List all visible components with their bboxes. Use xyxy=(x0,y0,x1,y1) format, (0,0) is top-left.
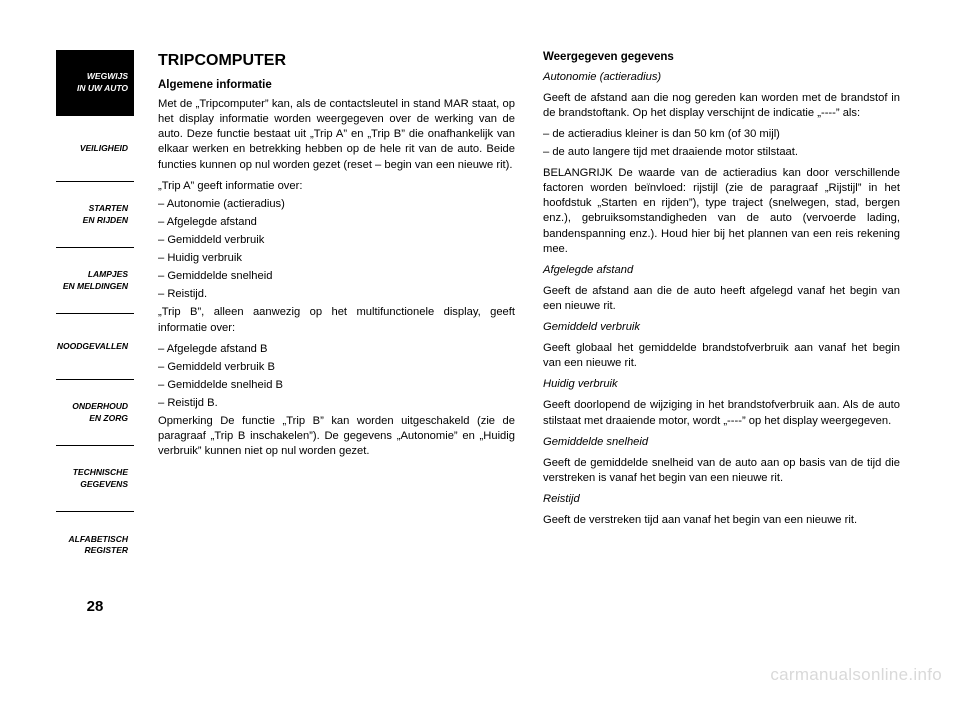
body-paragraph: Geeft de gemiddelde snelheid van de auto… xyxy=(543,456,900,486)
list-item: – Autonomie (actieradius) xyxy=(158,197,515,212)
list-item: – de actieradius kleiner is dan 50 km (o… xyxy=(543,127,900,142)
watermark: carmanualsonline.info xyxy=(770,665,942,685)
list-item: – Huidig verbruik xyxy=(158,251,515,266)
list-item: – Afgelegde afstand B xyxy=(158,342,515,357)
body-paragraph: Geeft de afstand aan die nog gereden kan… xyxy=(543,91,900,121)
right-column: Weergegeven gegevens Autonomie (actierad… xyxy=(543,50,900,534)
sidebar-tabs: WEGWIJS IN UW AUTO VEILIGHEID STARTEN EN… xyxy=(56,50,134,578)
tab-technische[interactable]: TECHNISCHE GEGEVENS xyxy=(56,446,134,512)
tab-label-line2: EN RIJDEN xyxy=(83,215,128,226)
trip-a-lead: „Trip A” geeft informatie over: xyxy=(158,179,515,194)
body-paragraph: Geeft de verstreken tijd aan vanaf het b… xyxy=(543,513,900,528)
tab-alfabetisch[interactable]: ALFABETISCH REGISTER xyxy=(56,512,134,578)
tab-label-line2: EN MELDINGEN xyxy=(63,281,128,292)
tab-onderhoud[interactable]: ONDERHOUD EN ZORG xyxy=(56,380,134,446)
tab-label-line2: IN UW AUTO xyxy=(77,83,128,94)
list-item: – Afgelegde afstand xyxy=(158,215,515,230)
list-item: – Gemiddeld verbruik B xyxy=(158,360,515,375)
subsection-heading: Huidig verbruik xyxy=(543,377,900,392)
subsection-heading: Reistijd xyxy=(543,492,900,507)
list-item: – de auto langere tijd met draaiende mot… xyxy=(543,145,900,160)
page-number: 28 xyxy=(56,598,134,615)
subsection-heading: Gemiddelde snelheid xyxy=(543,435,900,450)
section-subtitle: Weergegeven gegevens xyxy=(543,50,900,66)
list-item: – Reistijd. xyxy=(158,287,515,302)
tab-veiligheid[interactable]: VEILIGHEID xyxy=(56,116,134,182)
list-item: – Reistijd B. xyxy=(158,396,515,411)
tab-noodgevallen[interactable]: NOODGEVALLEN xyxy=(56,314,134,380)
tab-label-line1: VEILIGHEID xyxy=(80,143,128,154)
tab-label-line2: REGISTER xyxy=(85,545,128,556)
tab-label-line1: NOODGEVALLEN xyxy=(57,341,128,352)
body-paragraph: Geeft de afstand aan die de auto heeft a… xyxy=(543,284,900,314)
subsection-heading: Gemiddeld verbruik xyxy=(543,320,900,335)
main-content: TRIPCOMPUTER Algemene informatie Met de … xyxy=(158,50,900,534)
note-paragraph: Opmerking De functie „Trip B” kan worden… xyxy=(158,414,515,459)
body-paragraph: Geeft globaal het gemiddelde brandstofve… xyxy=(543,341,900,371)
list-item: – Gemiddeld verbruik xyxy=(158,233,515,248)
tab-label-line1: ONDERHOUD xyxy=(72,401,128,412)
tab-label-line1: TECHNISCHE xyxy=(73,467,128,478)
tab-wegwijs[interactable]: WEGWIJS IN UW AUTO xyxy=(56,50,134,116)
tab-label-line2: EN ZORG xyxy=(89,413,128,424)
tab-label-line1: STARTEN xyxy=(89,203,128,214)
tab-label-line1: ALFABETISCH xyxy=(69,534,129,545)
subsection-heading: Autonomie (actieradius) xyxy=(543,70,900,85)
important-note: BELANGRIJK De waarde van de actieradius … xyxy=(543,166,900,257)
left-column: TRIPCOMPUTER Algemene informatie Met de … xyxy=(158,50,515,534)
tab-label-line1: LAMPJES xyxy=(88,269,128,280)
trip-b-lead: „Trip B”, alleen aanwezig op het multifu… xyxy=(158,305,515,335)
tab-lampjes[interactable]: LAMPJES EN MELDINGEN xyxy=(56,248,134,314)
intro-paragraph: Met de „Tripcomputer” kan, als de contac… xyxy=(158,97,515,173)
tab-starten[interactable]: STARTEN EN RIJDEN xyxy=(56,182,134,248)
tab-label-line1: WEGWIJS xyxy=(87,71,128,82)
subsection-heading: Afgelegde afstand xyxy=(543,263,900,278)
section-subtitle: Algemene informatie xyxy=(158,78,515,94)
list-item: – Gemiddelde snelheid xyxy=(158,269,515,284)
list-item: – Gemiddelde snelheid B xyxy=(158,378,515,393)
tab-label-line2: GEGEVENS xyxy=(80,479,128,490)
section-title: TRIPCOMPUTER xyxy=(158,50,515,72)
body-paragraph: Geeft doorlopend de wijziging in het bra… xyxy=(543,398,900,428)
